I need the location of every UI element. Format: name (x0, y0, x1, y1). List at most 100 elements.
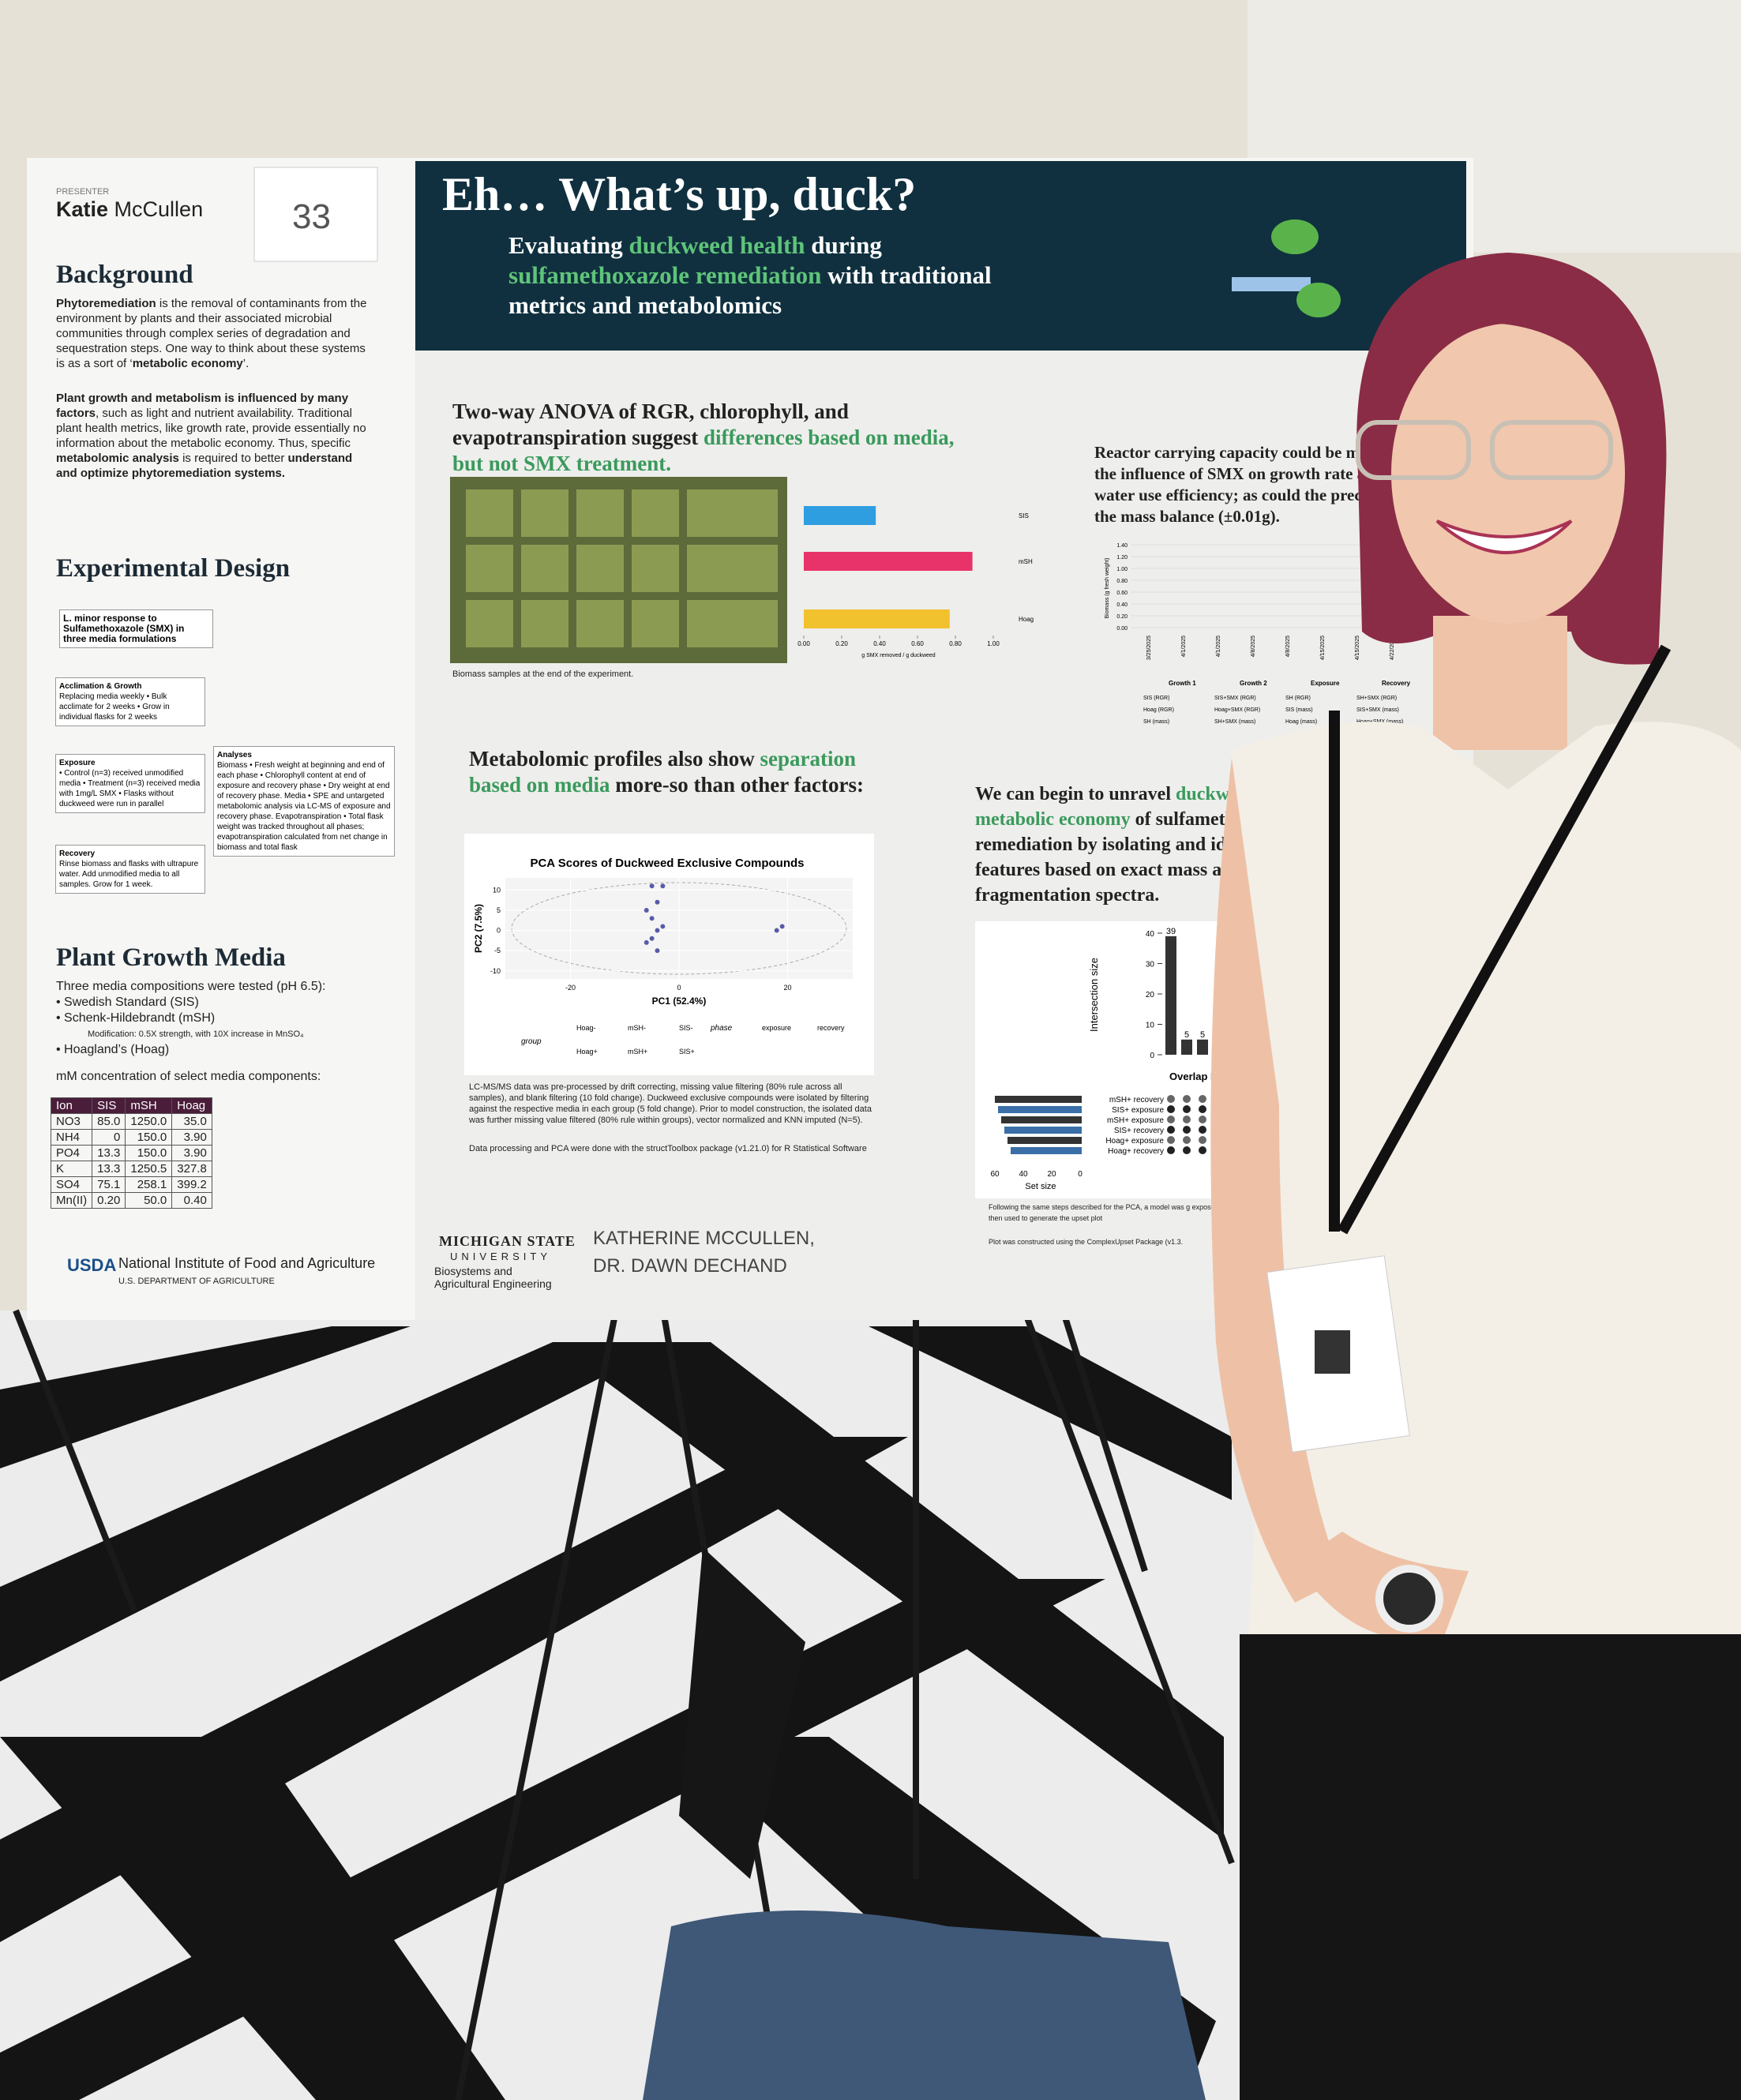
design-box: Acclimation & Growth Replacing media week… (55, 677, 205, 726)
legend-entry: recovery (817, 1024, 845, 1032)
lanyard (1329, 644, 1672, 1235)
duckweed-icon (1296, 283, 1341, 317)
legend-entry: SH+SMX (mass) (1214, 719, 1255, 725)
table-row: PO4 13.3 150.0 3.90 (50, 1145, 212, 1161)
text-segment: metabolic economy (975, 809, 1131, 830)
y-tick-label: 5 (497, 906, 501, 914)
legend-entry: Hoag+ (576, 1048, 598, 1056)
number-card (253, 167, 378, 262)
fringe (1366, 281, 1650, 458)
y-tick-label: 0.80 (1116, 579, 1128, 584)
x-tick-label: -20 (565, 984, 576, 992)
matrix-dot (1183, 1146, 1191, 1154)
x-tick-label: 4/22/2025 (1390, 636, 1395, 660)
msu-sub: UNIVERSITY (450, 1251, 552, 1262)
note: Plot was constructed using the ComplexUp… (989, 1238, 1184, 1246)
matrix-dot (1199, 1105, 1206, 1113)
text-segment: differences based on media, but not SMX … (452, 426, 955, 475)
matrix-dot (1167, 1095, 1175, 1103)
category-label: Hoag (1019, 616, 1034, 623)
x-tick-label: 0.00 (797, 640, 810, 647)
matrix-dot (1183, 1126, 1191, 1134)
media-item: • Schenk-Hildebrandt (mSH) (56, 1011, 216, 1025)
matrix-dot (1167, 1126, 1175, 1134)
subtitle-line: Evaluating duckweed health during (508, 231, 1156, 261)
text-segment: sulfamethoxazole remediation (508, 261, 822, 289)
legend-entry: SIS+ (679, 1048, 695, 1056)
item-text: Swedish Standard (SIS) (64, 996, 199, 1009)
x-tick-label: 4/15/2025 (1355, 636, 1360, 660)
face (1391, 324, 1625, 624)
legend-entry: Hoag (mass) (1285, 719, 1317, 725)
methods: LC-MS/MS data was pre-processed by drift… (469, 1082, 872, 1125)
legend-entry: SIS+SMX (RGR) (1214, 696, 1256, 701)
paragraph: Phytoremediation is the removal of conta… (56, 296, 372, 371)
box-title: Analyses (217, 751, 252, 759)
caption: Biomass samples at the end of the experi… (452, 669, 634, 679)
matrix-dot (1167, 1116, 1175, 1123)
text-segment: We can begin to unravel (975, 784, 1176, 804)
msu-dept: Biosystems and Agricultural Engineering (434, 1265, 552, 1290)
matrix-dot (1199, 1136, 1206, 1144)
box-text: • Control (n=3) received unmodified medi… (59, 769, 201, 808)
set-label: SIS+ recovery (1114, 1127, 1164, 1135)
text-segment: , such as light and nutrient availabilit… (56, 407, 366, 450)
bar (804, 609, 950, 628)
text-segment: duckweed health (628, 231, 805, 259)
cell: 0.20 (92, 1192, 126, 1209)
point (774, 928, 779, 933)
legend-entry: mSH- (628, 1024, 646, 1032)
set-size-bar (1004, 1127, 1082, 1134)
set-size-tick: 60 (990, 1170, 1000, 1179)
x-tick-label: 4/8/2025 (1251, 636, 1256, 657)
phase-label: Growth 1 (1169, 680, 1196, 687)
point (660, 924, 666, 929)
x-tick-label: 20 (783, 984, 791, 992)
legend-title: phase (710, 1024, 733, 1033)
text-segment: understand and optimize phytoremediation… (56, 452, 353, 480)
x-tick-label: 3/25/2025 (1146, 636, 1152, 660)
text-segment: more-so than other factors: (610, 773, 864, 797)
y-tick-label: 10 (493, 886, 501, 894)
y-tick-label: 20 (1146, 991, 1155, 999)
x-tick-label: 4/1/2025 (1181, 636, 1187, 657)
bar (1181, 1039, 1192, 1055)
section-heading: Experimental Design (56, 554, 291, 583)
poster-number: 33 (292, 197, 331, 236)
matrix-dot (1199, 1095, 1206, 1103)
paragraph: Plant growth and metabolism is influence… (56, 391, 372, 481)
matrix-dot (1199, 1116, 1206, 1123)
set-size-bar (995, 1096, 1082, 1103)
matrix-dot (1167, 1146, 1175, 1154)
text-segment: metabolic economy (132, 357, 243, 370)
design-box: Exposure • Control (n=3) received unmodif… (55, 754, 205, 813)
x-tick-label: 0.80 (949, 640, 962, 647)
point (643, 907, 649, 913)
qr-code (1315, 1330, 1350, 1374)
section-heading: Plant Growth Media (56, 943, 286, 972)
first-name: Katie (56, 197, 109, 221)
design-box: Recovery Rinse biomass and flasks with ul… (55, 845, 205, 894)
y-tick-label: 1.40 (1116, 543, 1128, 549)
cell: 75.1 (92, 1176, 126, 1193)
point (649, 883, 655, 889)
text-segment: is the removal of contaminants from the … (56, 297, 367, 370)
header-cell: mSH (125, 1097, 173, 1114)
table-row: SO4 75.1 258.1 399.2 (50, 1176, 212, 1193)
pants (1240, 1634, 1741, 2100)
section-heading: Two-way ANOVA of RGR, chlorophyll, and e… (452, 399, 958, 477)
matrix-dot (1199, 1126, 1206, 1134)
subtitle-line: sulfamethoxazole remediation with tradit… (508, 261, 1156, 291)
value-label: 5 (1200, 1030, 1205, 1040)
point (649, 916, 655, 921)
text-segment: ’. (242, 357, 250, 370)
y-tick-label: -5 (494, 947, 501, 954)
box-text: Rinse biomass and flasks with ultrapure … (59, 860, 199, 889)
poster-title: Eh… What’s up, duck? (442, 168, 917, 220)
set-size-bar (1001, 1116, 1082, 1123)
matrix-dot (1183, 1136, 1191, 1144)
point (779, 924, 785, 929)
legend-entry: Hoag (RGR) (1143, 707, 1174, 713)
cell: 3.90 (171, 1145, 212, 1161)
